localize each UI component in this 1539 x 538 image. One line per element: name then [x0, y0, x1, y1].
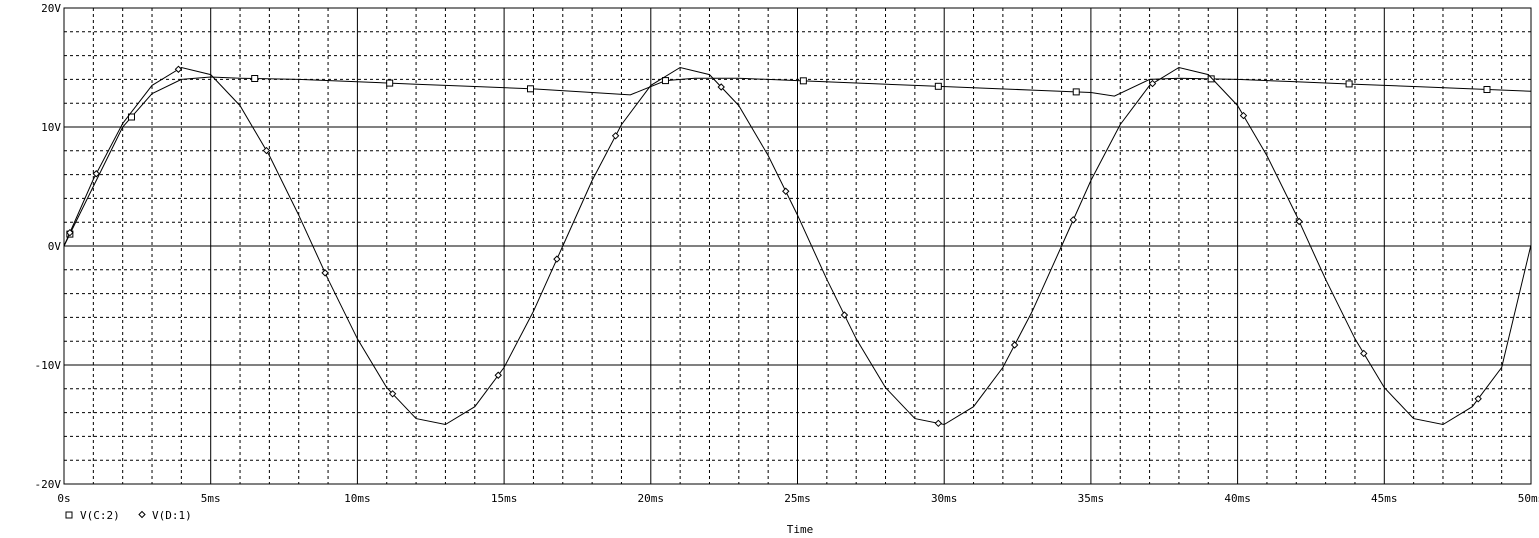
data-point-square — [251, 75, 259, 83]
data-point-diamond — [1069, 216, 1078, 224]
data-point-diamond — [611, 132, 620, 140]
x-axis-label: Time — [787, 523, 814, 536]
data-point-diamond — [1010, 341, 1019, 349]
data-point-diamond — [1295, 217, 1303, 226]
data-point-square — [1072, 88, 1080, 96]
legend-marker-diamond — [138, 510, 146, 519]
data-point-diamond — [1148, 79, 1157, 88]
data-point-square — [127, 113, 135, 121]
y-tick-label: -10V — [35, 359, 62, 372]
data-point-diamond — [262, 146, 271, 155]
x-tick-label: 45ms — [1371, 492, 1398, 505]
data-point-diamond — [66, 228, 74, 237]
y-tick-label: 20V — [41, 2, 61, 15]
data-point-diamond — [1360, 349, 1368, 358]
series-line — [63, 66, 1532, 426]
x-tick-label: 40ms — [1224, 492, 1251, 505]
grid — [64, 8, 1531, 484]
data-point-diamond — [717, 83, 725, 91]
series — [63, 65, 1532, 428]
data-point-diamond — [174, 65, 183, 73]
data-point-square — [1207, 75, 1215, 83]
data-point-diamond — [92, 170, 100, 178]
y-tick-label: 0V — [48, 240, 62, 253]
data-point-square — [527, 85, 535, 93]
series-line — [63, 76, 1532, 247]
data-point-square — [799, 77, 807, 85]
x-tick-label: 0s — [57, 492, 70, 505]
x-tick-label: 15ms — [491, 492, 518, 505]
x-tick-label: 50ms — [1518, 492, 1539, 505]
data-point-square — [386, 79, 394, 87]
data-point-diamond — [553, 255, 561, 263]
x-tick-label: 20ms — [638, 492, 665, 505]
data-point-diamond — [782, 187, 790, 195]
x-tick-label: 5ms — [201, 492, 221, 505]
series-2 — [63, 65, 1532, 428]
legend-label-series-2: V(D:1) — [152, 509, 192, 522]
data-point-diamond — [388, 390, 397, 398]
data-point-square — [661, 77, 669, 85]
x-tick-label: 25ms — [784, 492, 811, 505]
data-point-diamond — [840, 311, 849, 319]
data-point-square — [934, 82, 942, 90]
data-point-diamond — [1239, 111, 1248, 120]
data-point-diamond — [934, 419, 943, 428]
x-tick-label: 10ms — [344, 492, 371, 505]
x-tick-label: 35ms — [1078, 492, 1105, 505]
axis-ticks: 0s 5ms 10ms 15ms 20ms 25ms 30ms 35ms 40ms 45ms 50m… — [35, 2, 1539, 505]
data-point-diamond — [321, 269, 329, 277]
y-tick-label: -20V — [35, 478, 62, 491]
data-point-diamond — [1474, 395, 1482, 403]
data-point-square — [1345, 80, 1353, 88]
data-point-diamond — [494, 371, 502, 379]
x-tick-label: 30ms — [931, 492, 958, 505]
y-tick-label: 10V — [41, 121, 61, 134]
legend-marker-square — [65, 511, 73, 519]
legend-label-series-1: V(C:2) — [80, 509, 120, 522]
data-point-square — [1483, 86, 1491, 94]
legend: V(C:2) V(D:1) — [65, 509, 192, 522]
